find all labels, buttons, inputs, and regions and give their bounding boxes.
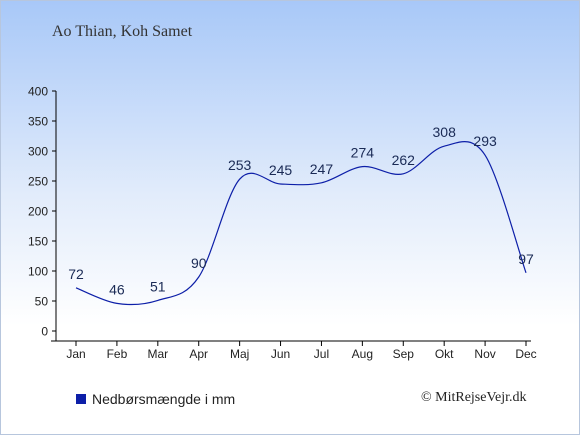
- y-tick-label: 150: [28, 235, 48, 249]
- data-label: 293: [473, 133, 497, 149]
- data-label: 245: [269, 162, 293, 178]
- x-tick-label: Sep: [393, 347, 415, 361]
- legend-label: Nedbørsmængde i mm: [92, 391, 236, 407]
- x-tick-label: Mar: [147, 347, 168, 361]
- series-line: [75, 141, 527, 306]
- x-tick-label: Maj: [230, 347, 249, 361]
- y-tick-label: 300: [28, 145, 48, 159]
- y-tick-label: 400: [28, 85, 48, 99]
- y-tick-label: 200: [28, 205, 48, 219]
- legend-swatch: [76, 394, 86, 404]
- x-tick-label: Aug: [352, 347, 373, 361]
- x-tick-label: Okt: [435, 347, 454, 361]
- data-label: 97: [518, 251, 534, 267]
- x-tick-label: Apr: [189, 347, 208, 361]
- data-label: 247: [310, 161, 334, 177]
- y-tick-label: 0: [41, 325, 48, 339]
- legend: Nedbørsmængde i mm: [76, 391, 235, 407]
- x-tick-label: Dec: [515, 347, 536, 361]
- credit-text: © MitRejseVejr.dk: [421, 390, 527, 405]
- x-tick-label: Nov: [474, 347, 495, 361]
- chart-title: Ao Thian, Koh Samet: [52, 23, 193, 40]
- data-label: 90: [191, 255, 207, 271]
- data-label: 308: [433, 124, 457, 140]
- data-label: 51: [150, 278, 166, 294]
- x-tick-label: Jan: [66, 347, 85, 361]
- data-label: 274: [351, 145, 375, 161]
- x-tick-label: Jun: [271, 347, 290, 361]
- y-tick-label: 100: [28, 265, 48, 279]
- y-tick-label: 250: [28, 175, 48, 189]
- x-tick-label: Feb: [107, 347, 128, 361]
- y-tick-label: 350: [28, 115, 48, 129]
- x-tick-label: Jul: [314, 347, 329, 361]
- data-label: 46: [109, 281, 125, 297]
- data-label: 253: [228, 157, 252, 173]
- y-tick-label: 50: [35, 295, 49, 309]
- data-label: 262: [392, 152, 416, 168]
- data-label: 72: [68, 266, 84, 282]
